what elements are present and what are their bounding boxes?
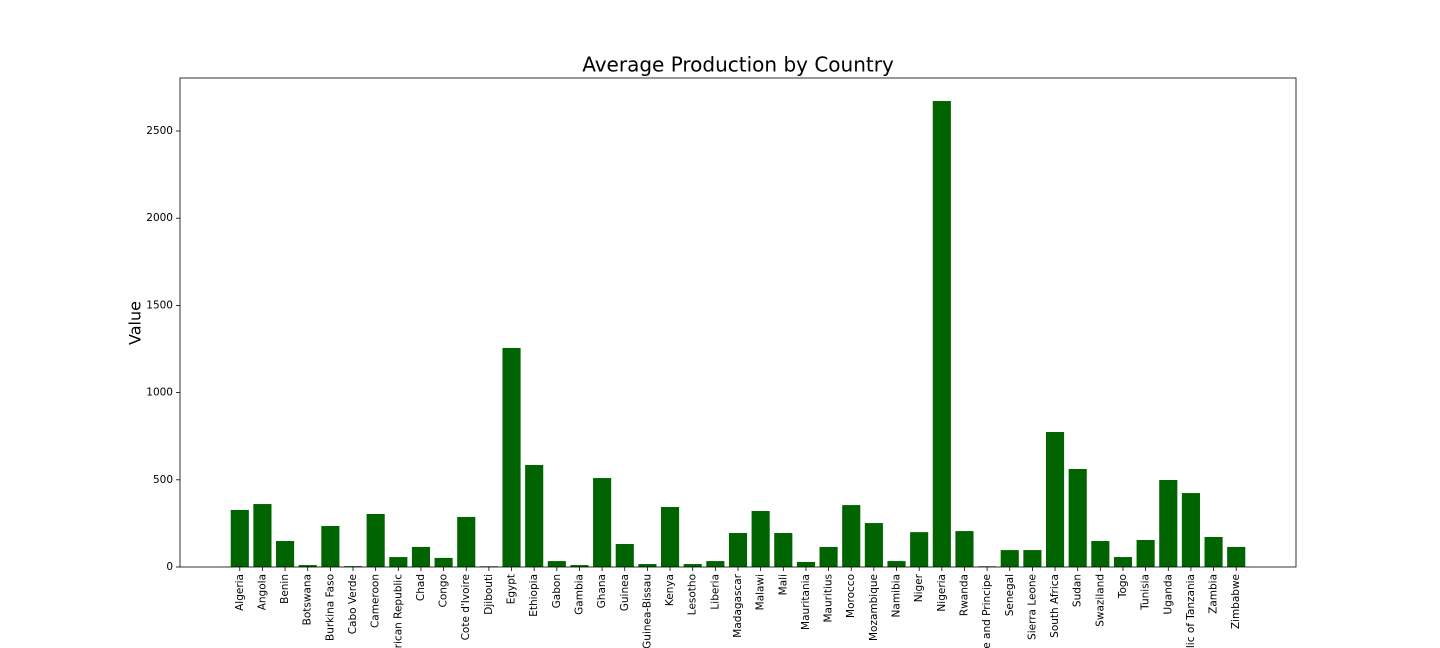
x-tick-label: Mozambique <box>868 574 880 641</box>
x-tick-label: Benin <box>279 574 291 604</box>
bar <box>1000 550 1019 567</box>
axes-frame <box>179 77 1297 568</box>
bar <box>796 561 815 567</box>
bar <box>1159 479 1178 567</box>
x-tick-label: Chad <box>415 574 427 601</box>
y-tick-label: 1500 <box>146 299 173 311</box>
bar <box>570 565 589 567</box>
x-tick-label: Tunisia <box>1140 574 1152 611</box>
bar <box>955 531 974 567</box>
x-tick-label: Lesotho <box>687 574 699 615</box>
x-tick-label: Swaziland <box>1094 574 1106 627</box>
bar <box>1227 546 1246 567</box>
bar <box>547 561 566 567</box>
x-tick-label: Angola <box>256 574 268 610</box>
x-tick-label: Sierra Leone <box>1026 574 1038 640</box>
x-tick-label: Mauritius <box>823 574 835 623</box>
bar <box>683 564 702 567</box>
x-tick-label: Mauritania <box>800 574 812 630</box>
bar <box>457 516 476 567</box>
x-tick-label: Uganda <box>1162 574 1174 615</box>
bar <box>525 464 544 567</box>
x-tick-label: Malawi <box>755 574 767 610</box>
bar <box>502 347 521 567</box>
bar <box>1113 557 1133 567</box>
x-tick-label: South Africa <box>1049 574 1061 638</box>
y-axis-label: Value <box>126 301 145 345</box>
bar <box>728 532 748 567</box>
bar <box>842 505 861 567</box>
bar <box>638 564 657 567</box>
x-tick-label: Zimbabwe <box>1230 574 1242 629</box>
x-tick-label: Sao Tome and Principe <box>981 574 993 648</box>
x-tick-label: Madagascar <box>732 573 744 637</box>
bar <box>1045 432 1065 567</box>
bar <box>1136 539 1155 567</box>
x-tick-label: Cabo Verde <box>347 574 359 634</box>
x-tick-label: Niger <box>913 573 925 602</box>
bar <box>864 523 883 567</box>
bar <box>751 511 770 567</box>
bar <box>1068 468 1087 567</box>
bar <box>887 561 906 567</box>
x-tick-label: Namibia <box>891 574 903 617</box>
x-tick-label: Zambia <box>1208 574 1220 614</box>
x-tick-label: Cote d'Ivoire <box>460 574 472 640</box>
x-tick-label: Algeria <box>234 574 246 611</box>
bar <box>932 101 951 568</box>
x-tick-label: Ethiopia <box>528 574 540 617</box>
x-tick-label: Gambia <box>573 574 585 615</box>
bar <box>706 561 725 567</box>
x-tick-label: Guinea-Bissau <box>641 574 653 648</box>
bar <box>298 565 317 567</box>
bar <box>230 509 249 567</box>
bar <box>1181 493 1200 567</box>
x-tick-label: Gabon <box>551 574 563 608</box>
bar <box>321 526 340 567</box>
bar <box>253 504 272 567</box>
bar <box>276 541 295 567</box>
bar <box>1091 541 1110 567</box>
bar <box>593 478 612 567</box>
y-tick-label: 2000 <box>146 212 173 224</box>
bar <box>910 532 929 567</box>
bar <box>411 546 431 567</box>
x-tick-label: Botswana <box>302 574 314 625</box>
bar <box>819 546 838 567</box>
x-tick-label: Togo <box>1117 574 1129 599</box>
y-tick-label: 500 <box>153 474 173 486</box>
x-tick-label: Senegal <box>1004 574 1016 616</box>
y-tick-label: 0 <box>166 561 173 573</box>
x-tick-label: Nigeria <box>936 574 948 612</box>
x-tick-label: Cameroon <box>370 574 382 628</box>
x-tick-label: Djibouti <box>483 574 495 615</box>
x-tick-label: Kenya <box>664 574 676 606</box>
x-tick-label: Liberia <box>709 574 721 610</box>
x-tick-label: Central African Republic <box>392 574 404 648</box>
y-tick-label: 1000 <box>146 387 173 399</box>
x-tick-label: United Republic of Tanzania <box>1185 574 1197 648</box>
bar <box>615 543 634 567</box>
x-tick-label: Guinea <box>619 574 631 611</box>
chart-title: Average Production by Country <box>582 53 894 77</box>
bar <box>434 557 453 567</box>
x-tick-label: Sudan <box>1072 574 1084 607</box>
x-tick-label: Morocco <box>845 574 857 618</box>
bar <box>366 513 385 567</box>
bar <box>389 557 408 567</box>
x-tick-label: Mali <box>777 574 789 595</box>
bar <box>1023 550 1042 567</box>
y-tick-label: 2500 <box>146 125 173 137</box>
bar <box>343 566 363 567</box>
x-tick-label: Egypt <box>506 574 518 604</box>
x-tick-label: Ghana <box>596 574 608 608</box>
bar <box>774 532 793 567</box>
x-tick-label: Congo <box>438 574 450 608</box>
bar <box>661 507 680 567</box>
x-tick-label: Rwanda <box>958 574 970 616</box>
bar <box>1204 537 1223 567</box>
x-tick-label: Burkina Faso <box>324 574 336 641</box>
